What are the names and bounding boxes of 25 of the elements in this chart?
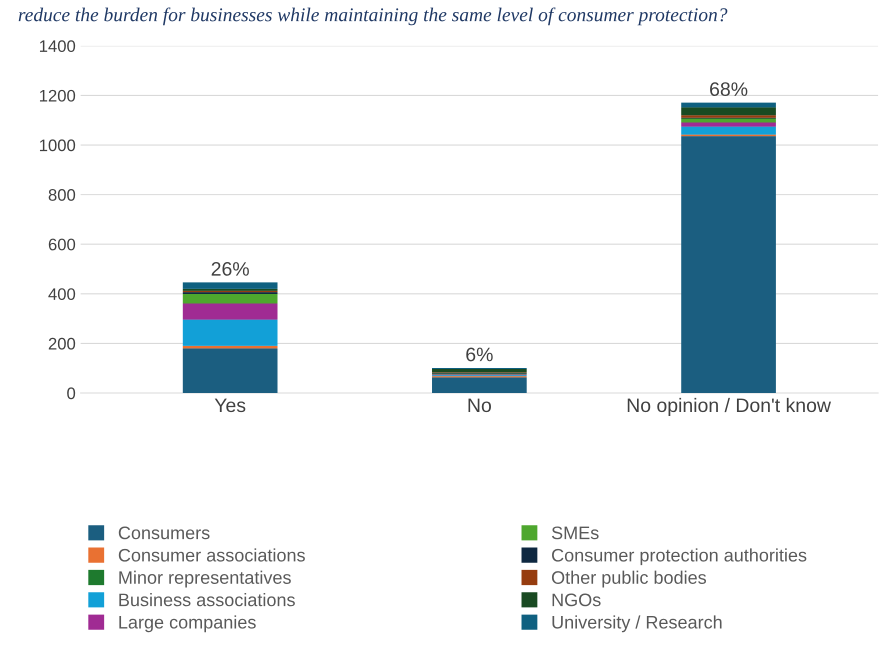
x-tick-label: No xyxy=(468,398,491,412)
y-tick-label: 1400 xyxy=(40,40,76,52)
y-tick-label: 0 xyxy=(67,387,76,400)
legend-label: Consumers xyxy=(118,526,210,540)
x-tick-label: Yes xyxy=(214,398,246,412)
annotation: 68% xyxy=(710,82,748,96)
y-tick-label: 1000 xyxy=(40,139,76,152)
y-tick-label: 400 xyxy=(48,288,76,300)
legend-label: Consumer protection authorities xyxy=(552,548,806,566)
legend-label: Business associations xyxy=(119,593,295,606)
x-tick-label: No opinion / Don't know xyxy=(628,398,831,416)
legend-label: NGOs xyxy=(552,594,601,606)
legend-label: SMEs xyxy=(552,526,599,540)
y-tick-label: 1200 xyxy=(40,90,76,102)
legend-label: Other public bodies xyxy=(552,570,706,588)
legend-label: University / Research xyxy=(552,615,722,632)
y-tick-label: 600 xyxy=(48,238,76,250)
y-tick-label: 200 xyxy=(48,338,76,350)
annotation: 6% xyxy=(466,348,493,362)
y-tick-label: 800 xyxy=(48,189,76,201)
chart-title: reduce the burden for businesses while maintaining the same level of consumer protection? xyxy=(18,7,728,26)
annotation: 26% xyxy=(212,262,249,276)
legend-label: Consumer associations xyxy=(118,548,305,562)
legend-label: Minor representatives xyxy=(119,570,291,588)
legend-label: Large companies xyxy=(119,615,256,632)
